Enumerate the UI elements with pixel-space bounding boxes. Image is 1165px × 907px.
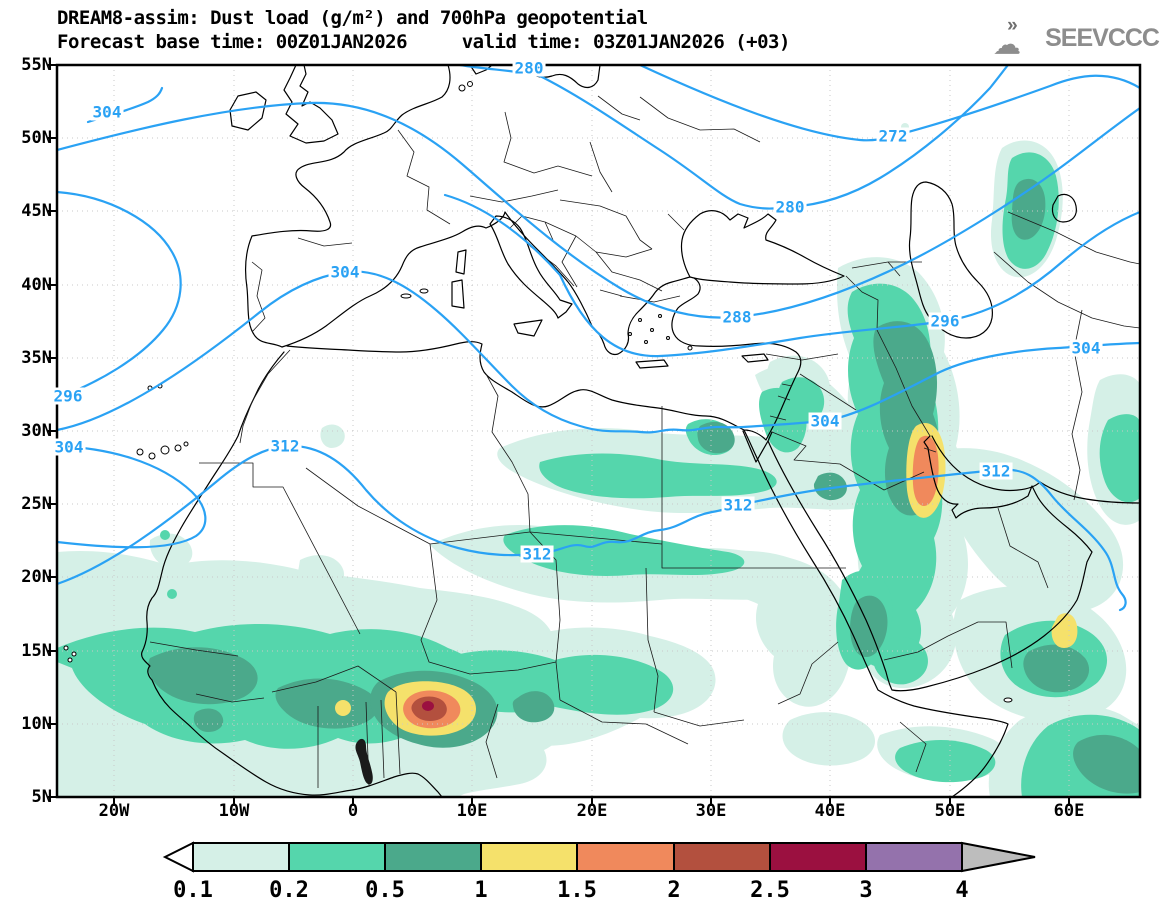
axis-ticks: [48, 64, 1070, 806]
colorbar-seg-7: [769, 842, 867, 872]
dust-fill-layer: [57, 123, 1140, 797]
colorbar-seg-3: [384, 842, 482, 872]
lon-label: 10W: [218, 801, 250, 821]
colorbar-tick: 0.5: [365, 878, 405, 903]
colorbar-seg-2: [288, 842, 386, 872]
lat-label: 30N: [21, 421, 52, 441]
colorbar-tick: 1: [474, 878, 487, 903]
lon-label: 20W: [98, 801, 130, 821]
lat-label: 5N: [31, 787, 52, 807]
chart-subtitle: Forecast base time: 00Z01JAN2026 valid t…: [57, 31, 790, 53]
lat-label: 10N: [21, 714, 52, 734]
contour-label: 280: [512, 58, 546, 78]
graticule: [57, 65, 1140, 797]
lat-label: 20N: [21, 567, 52, 587]
lat-label: 35N: [21, 348, 52, 368]
contour-label: 304: [328, 262, 362, 282]
lon-label: 10E: [456, 801, 488, 821]
colorbar-below-arrow: [162, 841, 194, 873]
colorbar: 0.1 0.2 0.5 1 1.5 2 2.5 3 4: [162, 841, 1036, 903]
lat-label: 50N: [21, 128, 52, 148]
logo-text: SEEVCCC: [1045, 23, 1160, 52]
contour-label: 296: [51, 386, 85, 406]
colorbar-tick: 2: [667, 878, 680, 903]
title-block: DREAM8-assim: Dust load (g/m²) and 700hP…: [57, 6, 790, 54]
lon-label: 60E: [1053, 801, 1085, 821]
coastlines: [63, 65, 1140, 797]
colorbar-tick: 0.1: [173, 878, 213, 903]
colorbar-seg-8: [865, 842, 963, 872]
contour-label: 280: [773, 197, 807, 217]
colorbar-tick: 1.5: [557, 878, 597, 903]
country-borders: [149, 95, 1140, 788]
chart-title: DREAM8-assim: Dust load (g/m²) and 700hP…: [57, 7, 648, 29]
contour-label: 304: [808, 411, 842, 431]
colorbar-seg-4: [480, 842, 578, 872]
contour-label: 288: [720, 307, 754, 327]
lon-label: 20E: [576, 801, 608, 821]
contour-label: 312: [979, 461, 1013, 481]
contour-label: 312: [268, 436, 302, 456]
contour-label: 272: [876, 126, 910, 146]
colorbar-seg-1: [192, 842, 290, 872]
contour-label: 296: [928, 311, 962, 331]
colorbar-tick: 2.5: [750, 878, 790, 903]
contour-label: 312: [520, 544, 554, 564]
contour-label: 304: [1069, 338, 1103, 358]
lon-label: 0: [347, 801, 359, 821]
lat-label: 15N: [21, 641, 52, 661]
dust-level-2.5: [422, 701, 434, 711]
contour-label: 304: [52, 437, 86, 457]
colorbar-seg-5: [576, 842, 675, 872]
lat-label: 45N: [21, 201, 52, 221]
contour-label: 312: [721, 495, 755, 515]
lon-label: 50E: [934, 801, 966, 821]
lon-label: 30E: [695, 801, 727, 821]
colorbar-tick: 4: [955, 878, 968, 903]
colorbar-above-arrow: [961, 841, 1036, 873]
lon-label: 40E: [814, 801, 846, 821]
arrow-icon: »: [1007, 15, 1018, 36]
lat-label: 55N: [21, 55, 52, 75]
colorbar-tick: 3: [859, 878, 872, 903]
seevccc-logo: ☁ ☁» SEEVCCC: [993, 8, 1160, 61]
lat-label: 25N: [21, 494, 52, 514]
lat-label: 40N: [21, 275, 52, 295]
colorbar-tick: 0.2: [269, 878, 309, 903]
contour-label: 304: [90, 102, 124, 122]
colorbar-seg-6: [673, 842, 771, 872]
cloud-icon: ☁ ☁»: [993, 8, 1045, 61]
